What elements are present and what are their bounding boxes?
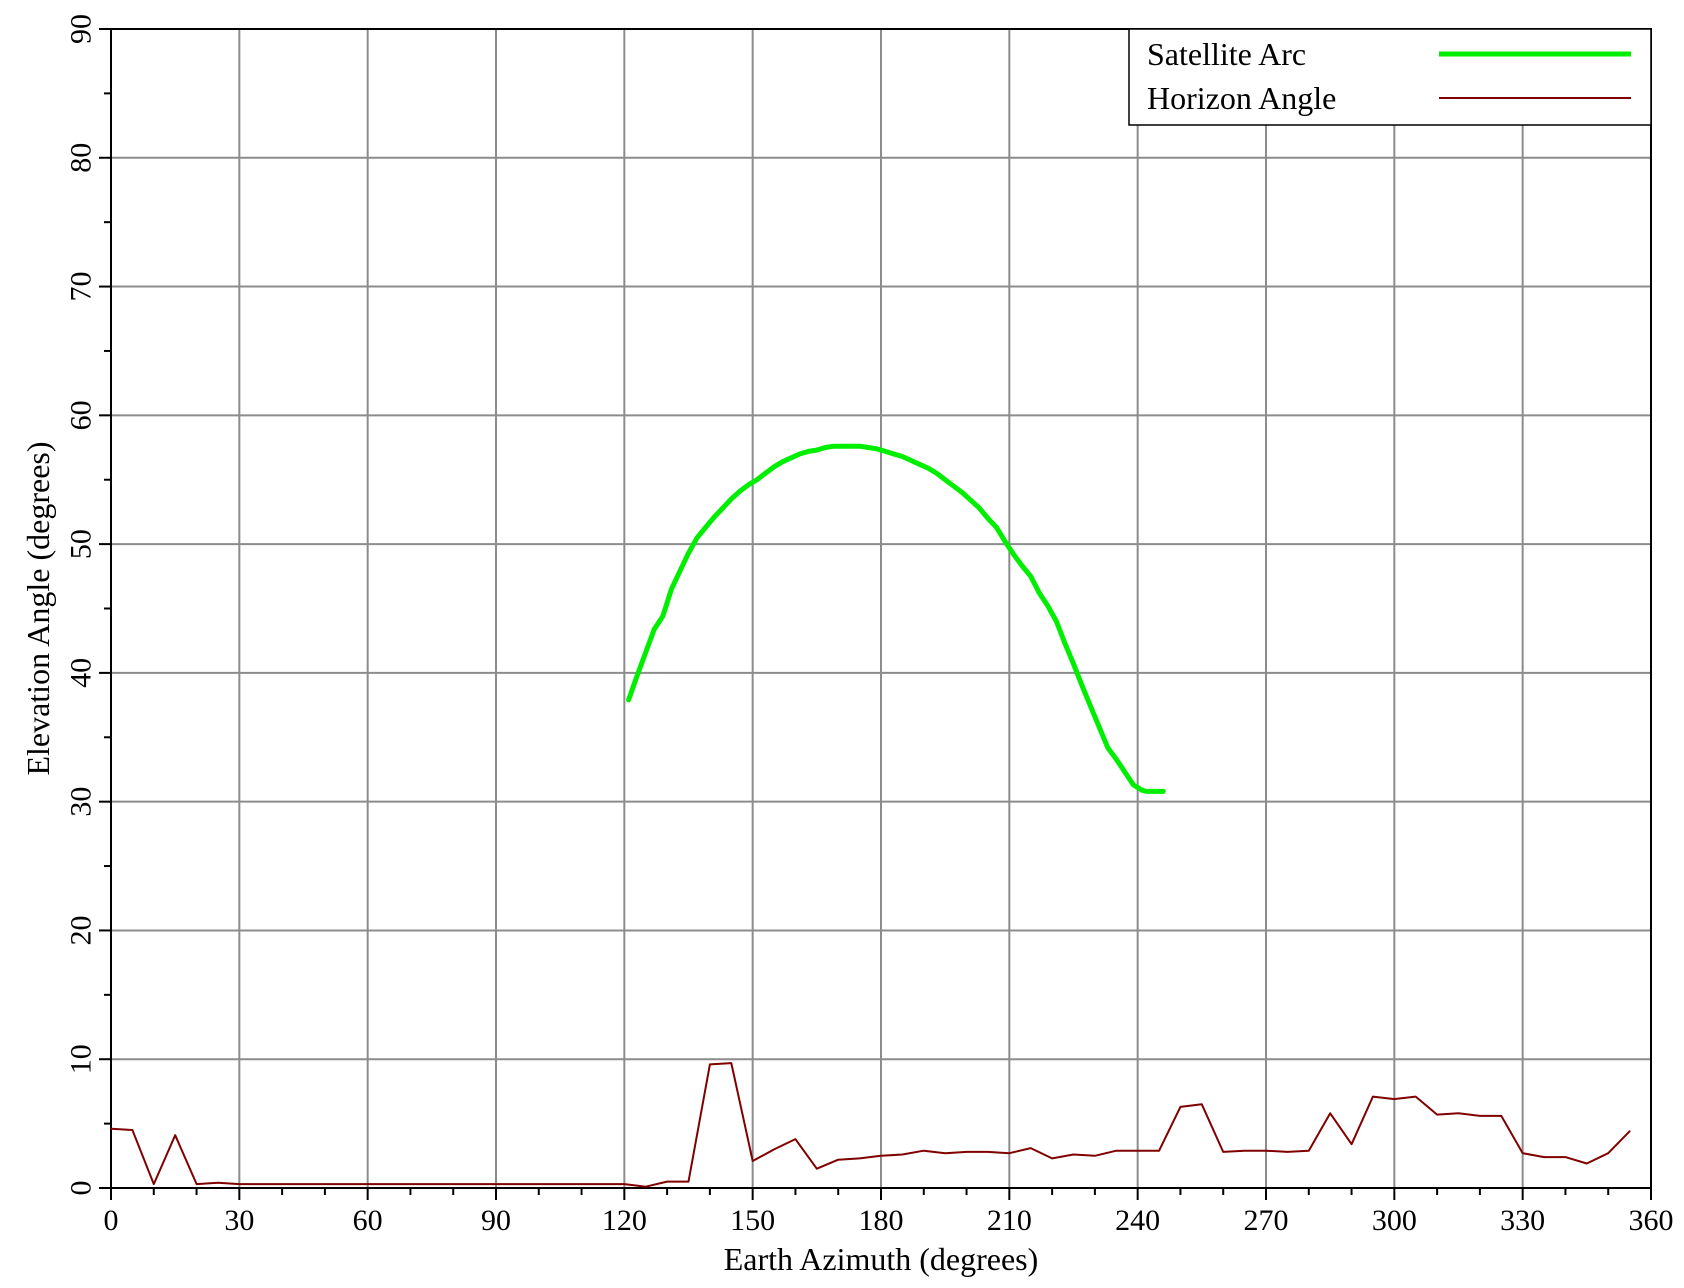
legend: Satellite Arc Horizon Angle xyxy=(1128,28,1652,126)
y-tick-labels: 0 10 20 30 40 50 60 70 80 90 xyxy=(65,14,98,1196)
y-tick-label: 70 xyxy=(65,272,98,302)
y-tick-label: 80 xyxy=(65,143,98,173)
x-tick-label: 240 xyxy=(1115,1204,1160,1237)
x-tick-label: 0 xyxy=(104,1204,119,1237)
x-tick-label: 360 xyxy=(1629,1204,1674,1237)
y-tick-label: 50 xyxy=(65,529,98,559)
minor-ticks xyxy=(99,28,1652,1200)
x-tick-label: 330 xyxy=(1500,1204,1545,1237)
y-tick-label: 40 xyxy=(65,658,98,688)
legend-box xyxy=(1128,28,1652,126)
series-line-satellite-arc xyxy=(626,443,1166,794)
x-tick-label: 30 xyxy=(224,1204,254,1237)
y-tick-label: 90 xyxy=(65,14,98,44)
series-layer xyxy=(110,443,1631,1188)
x-tick-label: 60 xyxy=(353,1204,383,1237)
y-tick-label: 0 xyxy=(65,1181,98,1196)
x-tick-label: 270 xyxy=(1244,1204,1289,1237)
x-tick-label: 120 xyxy=(602,1204,647,1237)
y-tick-label: 60 xyxy=(65,400,98,430)
legend-label-satellite-arc: Satellite Arc xyxy=(1147,36,1306,72)
y-tick-label: 20 xyxy=(65,915,98,945)
y-axis-title: Elevation Angle (degrees) xyxy=(20,441,56,775)
x-tick-label: 180 xyxy=(859,1204,904,1237)
x-tick-labels: 0 30 60 90 120 150 180 210 240 270 300 330 360 xyxy=(104,1204,1674,1237)
y-tick-label: 30 xyxy=(65,787,98,817)
x-axis-title: Earth Azimuth (degrees) xyxy=(724,1241,1039,1277)
x-tick-label: 300 xyxy=(1372,1204,1417,1237)
series-line-horizon-angle xyxy=(110,1062,1631,1188)
legend-label-horizon-angle: Horizon Angle xyxy=(1147,80,1336,116)
x-tick-label: 90 xyxy=(481,1204,511,1237)
y-tick-label: 10 xyxy=(65,1044,98,1074)
plot-frame xyxy=(110,28,1652,1189)
x-tick-label: 150 xyxy=(730,1204,775,1237)
x-tick-label: 210 xyxy=(987,1204,1032,1237)
